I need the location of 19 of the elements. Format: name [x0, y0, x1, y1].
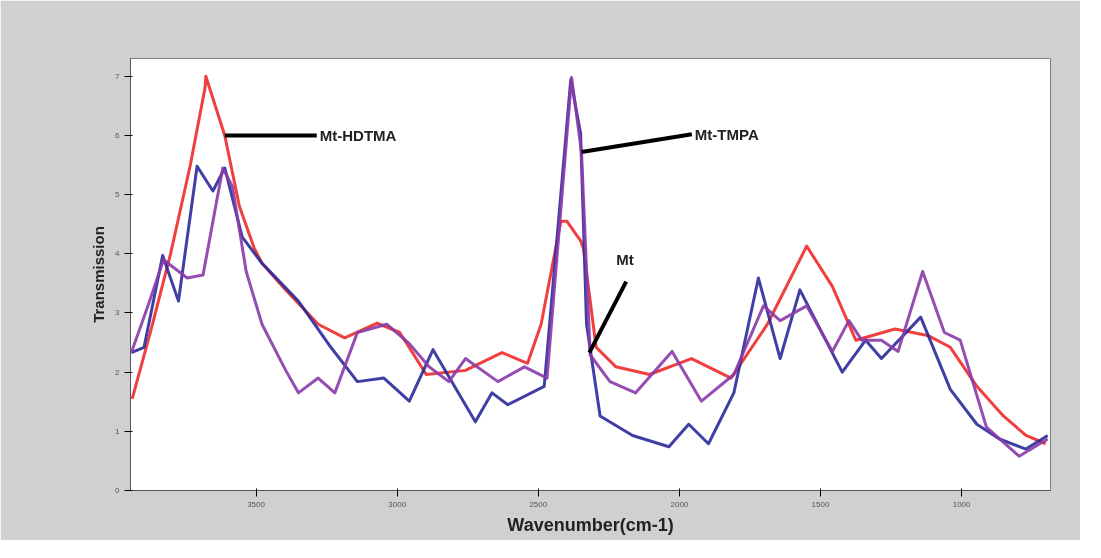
y-axis-title: Transmission: [90, 226, 108, 323]
y-tick-label: 0: [115, 486, 121, 495]
y-tick-label: 6: [115, 130, 121, 140]
annotation: Mt-TMPA: [694, 125, 759, 143]
annotation: Mt-HDTMA: [319, 126, 397, 144]
y-tick-label: 1: [115, 426, 121, 436]
y-tick-label: 2: [115, 367, 121, 377]
x-tick-label: 1500: [811, 499, 830, 509]
x-tick-label: 3500: [247, 499, 266, 509]
x-tick-label: 2500: [529, 499, 548, 509]
x-tick-label: 1000: [952, 499, 972, 509]
y-tick-label: 5: [115, 190, 121, 200]
y-tick-label: 3: [115, 308, 121, 318]
annotation: Mt: [616, 251, 634, 269]
x-axis-title: Wavenumber(cm-1): [507, 514, 674, 535]
y-tick-label: 4: [115, 249, 121, 259]
x-tick-label: 2000: [670, 499, 689, 509]
y-tick-label: 7: [115, 71, 121, 81]
x-tick-label: 3000: [388, 499, 407, 509]
